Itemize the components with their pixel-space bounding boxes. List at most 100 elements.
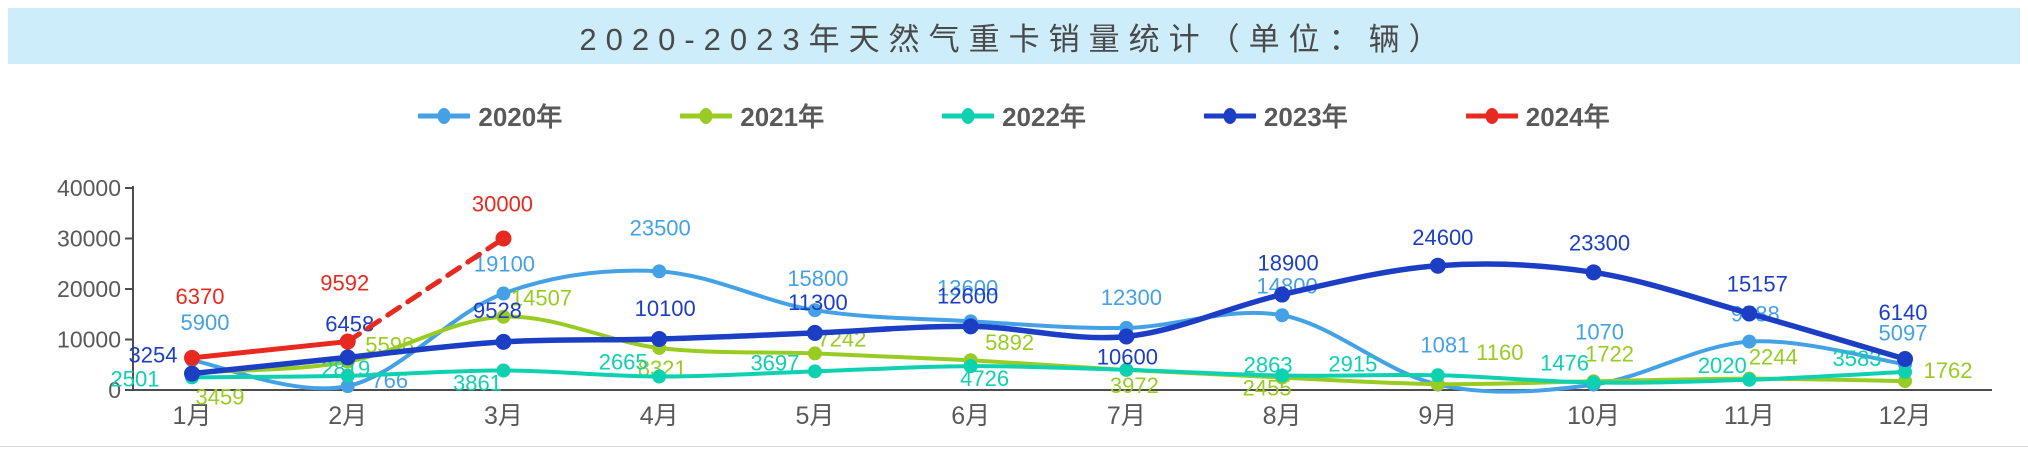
- data-label-2024年: 6370: [176, 284, 225, 309]
- data-point-2022年: [1742, 372, 1757, 387]
- data-label-2020年: 19100: [474, 252, 535, 277]
- data-label-2020年: 1081: [1420, 333, 1469, 358]
- x-axis-tick-label: 10月: [1567, 402, 1620, 430]
- data-point-2021年: [807, 346, 822, 361]
- x-axis-tick-label: 1月: [173, 402, 212, 430]
- y-axis-tick-label: 0: [108, 377, 121, 403]
- data-label-2020年: 13600: [937, 275, 998, 300]
- data-label-2021年: 1160: [1476, 340, 1523, 365]
- x-axis-tick-label: 6月: [951, 402, 990, 430]
- data-point-2022年: [1119, 362, 1134, 377]
- data-point-2020年: [1742, 334, 1757, 349]
- data-point-2023年: [339, 349, 356, 366]
- legend-label: 2023年: [1263, 102, 1348, 132]
- data-label-2023年: 6140: [1879, 300, 1928, 325]
- legend-label: 2020年: [478, 102, 563, 132]
- data-label-2021年: 14507: [511, 286, 572, 311]
- data-point-2023年: [651, 330, 668, 347]
- data-label-2022年: 2501: [111, 366, 160, 391]
- data-label-2022年: 3697: [750, 350, 799, 375]
- legend-item-2021[interactable]: 2021年: [680, 97, 824, 134]
- data-label-2020年: 23500: [630, 215, 691, 240]
- x-axis-tick-label: 5月: [795, 402, 834, 430]
- data-point-2024年: [495, 230, 512, 247]
- title-banner: 2020-2023年天然气重卡销量统计（单位：辆）: [8, 8, 2020, 64]
- data-label-2023年: 12600: [937, 283, 998, 308]
- data-label-2022年: 2863: [1244, 353, 1293, 378]
- data-point-2022年: [963, 359, 978, 374]
- data-point-2023年: [1429, 257, 1446, 274]
- x-axis-tick-label: 4月: [640, 402, 679, 430]
- data-label-2021年: 1762: [1924, 358, 1973, 383]
- legend-label: 2022年: [1002, 102, 1086, 132]
- data-label-2023年: 3254: [129, 343, 178, 368]
- data-label-2022年: 1476: [1540, 351, 1589, 376]
- data-label-2024年: 9592: [320, 271, 369, 296]
- data-label-2023年: 24600: [1412, 225, 1473, 250]
- data-label-2020年: 5900: [181, 310, 230, 335]
- data-point-2023年: [806, 324, 823, 341]
- legend-item-2024[interactable]: 2024年: [1465, 97, 1610, 134]
- data-label-2024年: 30000: [472, 192, 533, 217]
- legend-marker-icon: [418, 107, 471, 124]
- data-label-2022年: 2915: [1328, 351, 1377, 376]
- x-axis-tick-label: 12月: [1879, 402, 1932, 430]
- data-point-2022年: [1898, 364, 1913, 379]
- data-label-2022年: 2665: [599, 350, 648, 375]
- data-point-2023年: [962, 318, 979, 335]
- x-axis-tick-label: 2月: [328, 402, 367, 430]
- data-point-2023年: [1118, 328, 1135, 345]
- legend-marker-icon: [1465, 107, 1518, 124]
- data-label-2023年: 18900: [1258, 251, 1319, 276]
- data-point-2022年: [1275, 368, 1290, 383]
- series-line-2023年: [189, 261, 1908, 377]
- data-point-2023年: [1274, 286, 1291, 303]
- y-axis-tick-label: 20000: [57, 276, 121, 302]
- x-axis-tick-label: 7月: [1107, 402, 1146, 430]
- data-label-2021年: 1722: [1585, 341, 1634, 366]
- bottom-divider: [0, 446, 2028, 447]
- series-line-dashed-2024年: [345, 236, 506, 345]
- data-label-2023年: 6458: [325, 311, 374, 336]
- legend-item-2023[interactable]: 2023年: [1203, 97, 1348, 134]
- data-point-2022年: [652, 369, 667, 384]
- data-label-2020年: 1070: [1575, 320, 1624, 345]
- data-point-2023年: [1741, 305, 1758, 322]
- data-point-2023年: [1585, 264, 1602, 281]
- legend-item-2020[interactable]: 2020年: [418, 97, 562, 134]
- data-label-2020年: 15800: [787, 266, 848, 291]
- legend-marker-icon: [942, 107, 995, 124]
- data-label-2023年: 11300: [788, 290, 848, 315]
- data-label-2021年: 3459: [196, 385, 245, 410]
- data-label-2023年: 10600: [1097, 344, 1158, 369]
- data-point-2024年: [184, 349, 200, 366]
- data-point-2020年: [1275, 308, 1290, 323]
- data-point-2021年: [496, 309, 511, 324]
- x-axis-tick-label: 8月: [1263, 402, 1302, 430]
- data-label-2021年: 2244: [1749, 345, 1798, 370]
- series-line-2024年: [189, 339, 351, 361]
- page-title: 2020-2023年天然气重卡销量统计（单位：辆）: [579, 21, 1449, 57]
- series-line-2022年: [190, 364, 1908, 385]
- y-axis-tick-label: 30000: [57, 226, 121, 252]
- x-axis-tick-label: 9月: [1418, 402, 1457, 430]
- data-label-2021年: 3972: [1110, 373, 1159, 398]
- data-point-2023年: [495, 333, 512, 350]
- data-point-2022年: [340, 368, 355, 383]
- data-point-2020年: [496, 286, 511, 301]
- legend-marker-icon: [680, 107, 733, 124]
- data-point-2020年: [340, 379, 355, 394]
- data-point-2023年: [184, 365, 200, 382]
- data-label-2020年: 12300: [1101, 285, 1162, 310]
- data-label-2020年: 5097: [1879, 320, 1928, 345]
- x-axis-tick-label: 11月: [1724, 402, 1775, 430]
- legend-item-2022[interactable]: 2022年: [942, 97, 1086, 134]
- y-axis-tick-label: 10000: [57, 327, 121, 353]
- data-point-2022年: [1430, 368, 1445, 383]
- legend-marker-icon: [1203, 107, 1256, 124]
- data-label-2022年: 2020: [1698, 353, 1747, 378]
- data-label-2022年: 4726: [960, 366, 1009, 391]
- legend-label: 2021年: [740, 102, 825, 132]
